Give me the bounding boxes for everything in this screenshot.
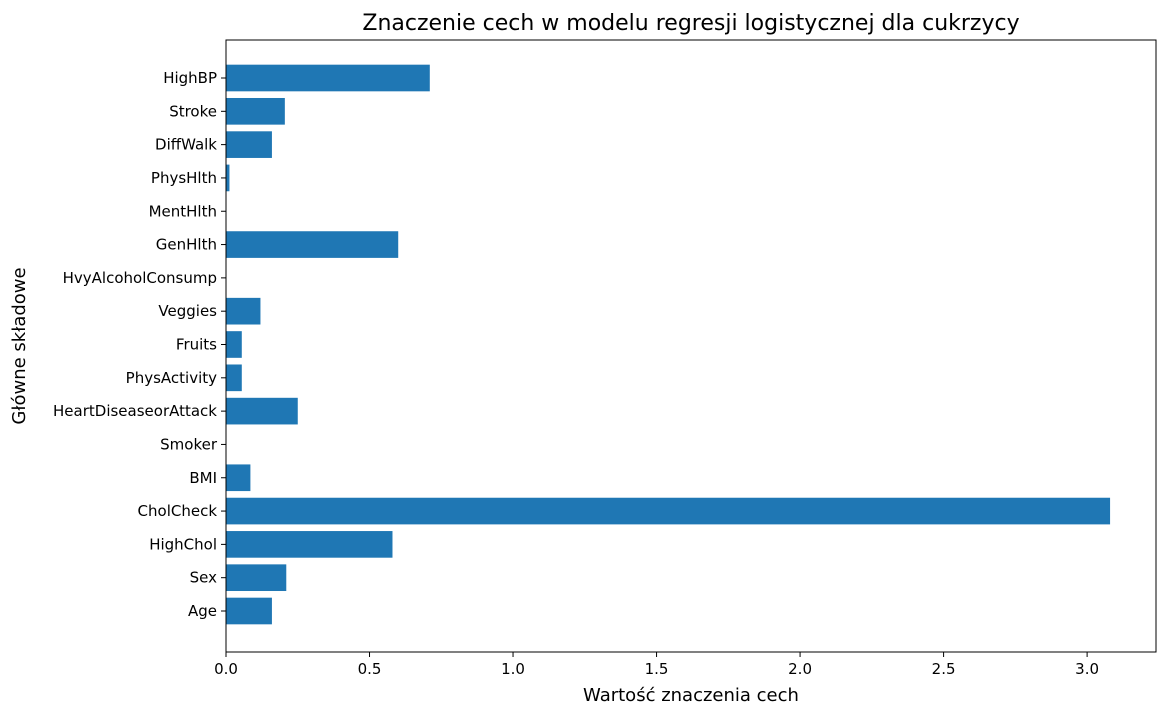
- y-tick-label: Age: [188, 602, 217, 620]
- x-tick-label: 0.0: [214, 660, 238, 678]
- y-tick-label: Fruits: [176, 336, 217, 354]
- bar-HighBP: [226, 64, 430, 92]
- x-axis-ticks: 0.0 0.5 1.0 1.5 2.0 2.5 3.0: [214, 652, 1099, 678]
- bar-HeartDiseaseorAttack: [226, 397, 298, 425]
- y-axis-ticks: Age Sex HighChol CholCheck BMI Smoker HeartDis…: [53, 69, 226, 620]
- bar-CholCheck: [226, 497, 1111, 525]
- x-tick-label: 0.5: [358, 660, 382, 678]
- y-tick-label: Stroke: [169, 102, 217, 120]
- y-tick-label: HighBP: [163, 69, 217, 87]
- bar-Sex: [226, 564, 287, 592]
- y-tick-label: HighChol: [149, 535, 217, 553]
- y-tick-label: DiffWalk: [155, 136, 217, 154]
- x-tick-label: 2.5: [932, 660, 956, 678]
- bar-Age: [226, 597, 272, 625]
- y-tick-label: Smoker: [160, 435, 218, 453]
- x-axis-label: Wartość znaczenia cech: [583, 685, 799, 706]
- y-tick-label: PhysHlth: [151, 169, 217, 187]
- bar-PhysActivity: [226, 364, 242, 392]
- bar-GenHlth: [226, 231, 399, 258]
- y-tick-label: MentHlth: [149, 202, 217, 220]
- bars-layer: [226, 64, 1111, 625]
- y-tick-label: HvyAlcoholConsump: [63, 269, 217, 287]
- bar-Stroke: [226, 97, 285, 125]
- x-tick-label: 2.0: [788, 660, 812, 678]
- bar-DiffWalk: [226, 131, 272, 158]
- plot-frame: [225, 39, 1157, 653]
- bar-HighChol: [226, 531, 393, 558]
- y-tick-label: Sex: [190, 569, 217, 587]
- chart-title: Znaczenie cech w modelu regresji logisty…: [362, 11, 1019, 36]
- bar-PhysHlth: [226, 164, 230, 192]
- bar-BMI: [226, 464, 251, 492]
- x-tick-label: 1.5: [645, 660, 669, 678]
- y-tick-label: GenHlth: [156, 236, 217, 254]
- y-tick-label: PhysActivity: [126, 369, 217, 387]
- x-tick-label: 3.0: [1075, 660, 1099, 678]
- y-tick-label: HeartDiseaseorAttack: [53, 402, 217, 420]
- y-axis-label: Główne składowe: [9, 267, 30, 424]
- y-tick-label: CholCheck: [138, 502, 218, 520]
- y-tick-label: BMI: [189, 469, 217, 487]
- x-tick-label: 1.0: [501, 660, 525, 678]
- y-tick-label: Veggies: [158, 302, 217, 320]
- bar-Fruits: [226, 331, 242, 358]
- bar-Veggies: [226, 297, 261, 325]
